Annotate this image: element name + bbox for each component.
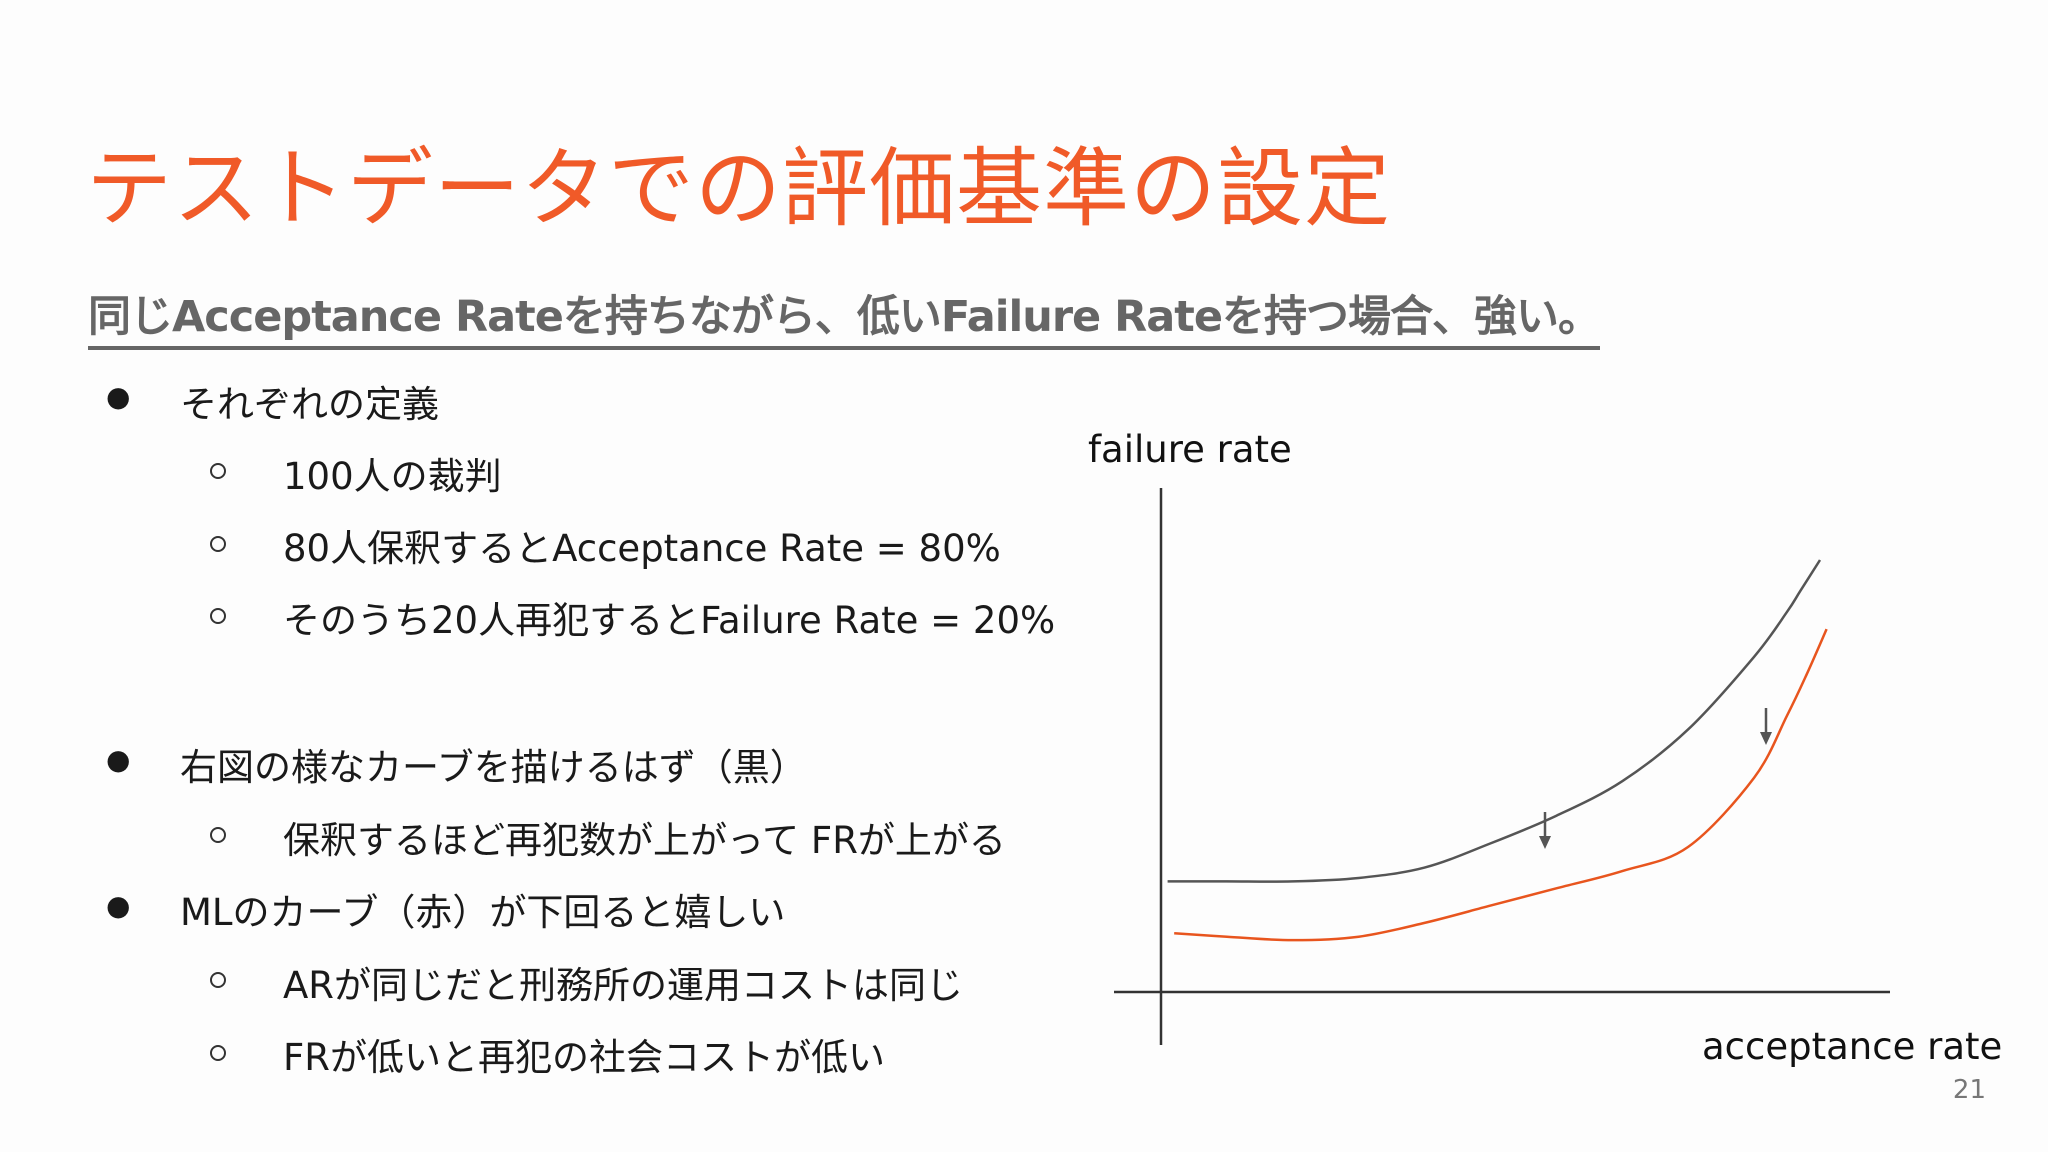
bullet-list: ● それぞれの定義 100人の裁判 80人保釈するとAcceptance Rat… [106,380,1056,1079]
y-axis-label: failure rate [1088,428,1292,471]
curves-group [1167,559,1828,942]
sub-bullet-failure: そのうち20人再犯するとFailure Rate = 20% [283,599,1056,642]
sub-bullet-circle [210,536,226,552]
bullet-dot: ● [106,889,131,922]
sub-bullet-bail-fr: 保釈するほど再犯数が上がって FRが上がる [283,819,1006,862]
ml-curve-red [1174,628,1828,942]
bullet-definitions: それぞれの定義 [180,383,439,426]
bullet-dot: ● [106,743,131,776]
sub-bullet-acceptance: 80人保釈するとAcceptance Rate = 80% [283,527,1001,570]
sub-bullet-fr-cost: FRが低いと再犯の社会コストが低い [283,1036,885,1079]
bullet-ml-curve: MLのカーブ（赤）が下回ると嬉しい [180,891,786,934]
bullet-dot: ● [106,380,131,413]
bullet-curve-black: 右図の様なカーブを描けるはず（黒） [180,746,807,789]
slide-subtitle: 同じAcceptance Rateを持ちながら、低いFailure Rateを持… [88,282,1601,350]
sub-bullet-circle [210,827,226,843]
slide-title: テストデータでの評価基準の設定 [86,139,1391,239]
down-arrow-icon [1760,708,1772,745]
sub-bullet-ar-cost: ARが同じだと刑務所の運用コストは同じ [283,964,964,1007]
page-number: 21 [1952,1075,1986,1105]
baseline-curve-black [1167,559,1822,883]
sub-bullet-circle [210,972,226,988]
sub-bullet-circle [210,608,226,624]
sub-bullet-trials: 100人の裁判 [283,455,502,498]
down-arrow-icon [1539,812,1551,849]
sub-bullet-circle [210,463,226,479]
x-axis-label: acceptance rate [1702,1025,2003,1068]
sub-bullet-circle [210,1045,226,1061]
